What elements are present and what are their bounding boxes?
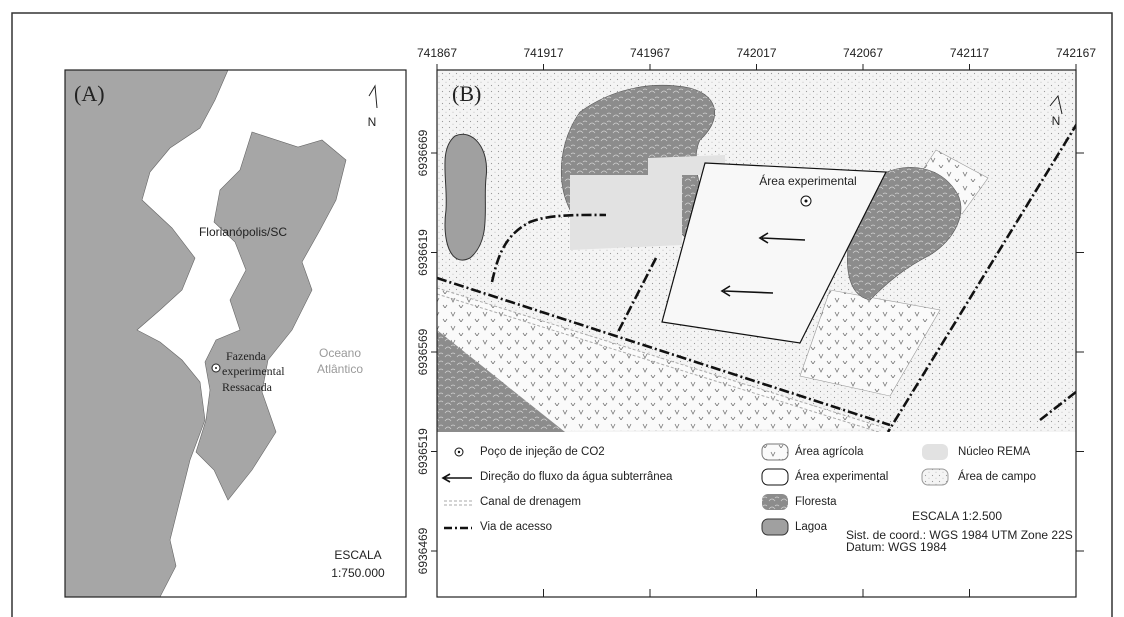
scale-label: ESCALA 1:2.500 — [912, 509, 1002, 523]
legend-label: Área de campo — [958, 470, 1036, 483]
easting-label: 741917 — [523, 46, 563, 60]
ocean-label: Oceano — [319, 346, 361, 360]
ocean-label: Atlântico — [317, 362, 363, 376]
easting-label: 741867 — [417, 46, 457, 60]
injection-well-dot — [805, 200, 808, 203]
northing-label: 6936669 — [416, 129, 430, 176]
legend-icon — [762, 469, 788, 485]
legend-icon — [762, 494, 788, 510]
easting-label: 741967 — [630, 46, 670, 60]
legend-icon — [762, 519, 788, 535]
site-label: Ressacada — [222, 380, 273, 394]
scale-label: ESCALA — [334, 548, 381, 562]
easting-label: 742067 — [843, 46, 883, 60]
easting-label: 742017 — [736, 46, 776, 60]
legend-label: Poço de injeção de CO2 — [480, 446, 605, 458]
legend-label: Núcleo REMA — [958, 446, 1031, 458]
legend-icon — [762, 444, 788, 460]
legend-label: Área experimental — [795, 470, 888, 483]
site-label: Fazenda — [226, 349, 267, 363]
northing-label: 6936569 — [416, 328, 430, 375]
northing-label: 6936519 — [416, 428, 430, 475]
legend-label: Direção do fluxo da água subterrânea — [480, 471, 673, 483]
panel-a: (A) N Florianópolis/SC Fazenda experimen… — [65, 70, 406, 597]
legend-icon — [458, 451, 460, 453]
site-marker-dot — [215, 367, 217, 369]
north-label: N — [1052, 114, 1061, 128]
panel-label: (A) — [74, 81, 105, 106]
city-label: Florianópolis/SC — [199, 225, 287, 239]
easting-label: 742167 — [1056, 46, 1096, 60]
northing-label: 6936619 — [416, 229, 430, 276]
legend-label: Via de acesso — [480, 521, 552, 533]
legend-icon — [922, 444, 948, 460]
legend-label: Lagoa — [795, 521, 828, 533]
legend-label: Área agrícola — [795, 445, 864, 458]
panel-b-map: Área experimental (B) N — [437, 70, 1078, 434]
site-label: Área experimental — [759, 173, 856, 188]
panel-label: (B) — [452, 81, 481, 106]
scale-label: 1:750.000 — [331, 566, 385, 580]
easting-label: 742117 — [950, 46, 989, 60]
legend-label: Canal de drenagem — [480, 496, 581, 508]
lagoon — [445, 134, 487, 260]
legend-icon — [922, 469, 948, 485]
north-label: N — [368, 115, 377, 129]
site-label: experimental — [222, 364, 285, 378]
legend: Poço de injeção de CO2 Direção do fluxo … — [437, 432, 1076, 597]
figure: (A) N Florianópolis/SC Fazenda experimen… — [0, 0, 1124, 617]
datum-label: Datum: WGS 1984 — [846, 540, 947, 554]
legend-label: Floresta — [795, 496, 837, 508]
northing-label: 6936469 — [416, 527, 430, 574]
